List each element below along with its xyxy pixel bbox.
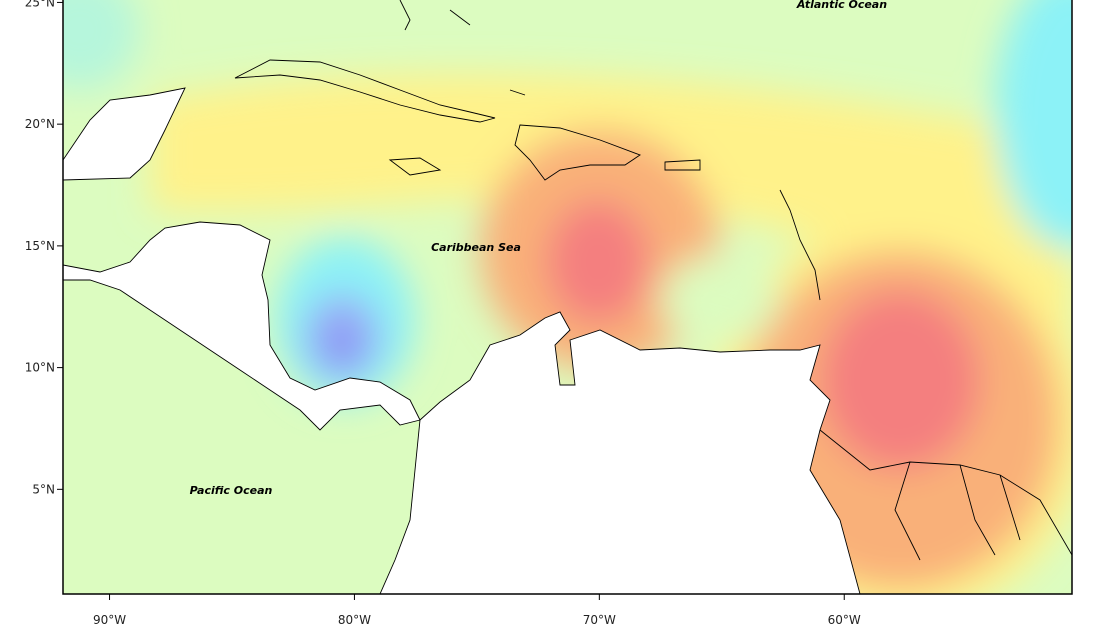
contour-field — [63, 0, 1072, 594]
ocean-label: Atlantic Ocean — [796, 0, 887, 11]
x-tick-label: 90°W — [93, 613, 126, 627]
hispaniola — [514, 124, 641, 181]
puerto-rico — [664, 159, 701, 171]
frame — [62, 0, 1073, 595]
south-america — [379, 311, 861, 594]
small-islands — [399, 0, 821, 301]
ocean-label: Pacific Ocean — [190, 484, 273, 497]
jamaica — [388, 157, 442, 176]
x-tick-label: 60°W — [828, 613, 861, 627]
y-tick-label: 5°N — [32, 482, 55, 496]
guianas-coast — [819, 429, 1072, 561]
y-tick-label: 20°N — [25, 117, 55, 131]
y-tick-label: 10°N — [25, 361, 55, 375]
y-tick-label: 15°N — [25, 239, 55, 253]
central-america — [63, 221, 421, 431]
cuba — [234, 59, 496, 123]
yucatan — [63, 87, 186, 181]
x-tick-label: 70°W — [583, 613, 616, 627]
y-tick-label: 25°N — [25, 0, 55, 9]
ocean-label: Caribbean Sea — [431, 241, 521, 254]
x-tick-label: 80°W — [338, 613, 371, 627]
